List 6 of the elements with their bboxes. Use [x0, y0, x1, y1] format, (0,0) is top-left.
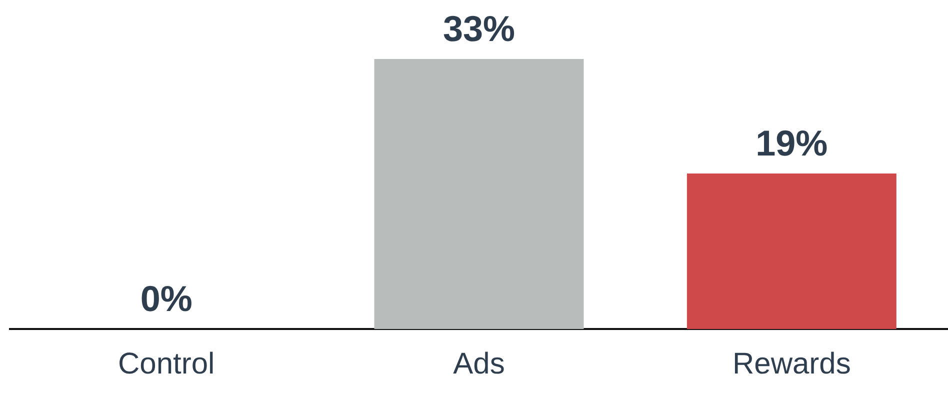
x-tick-label: Control — [118, 347, 215, 380]
data-label: 33% — [442, 8, 516, 49]
data-label: 0% — [140, 278, 192, 319]
data-label: 19% — [756, 122, 828, 164]
x-tick-label: Rewards — [732, 347, 851, 380]
x-tick-label: Ads — [453, 347, 505, 380]
